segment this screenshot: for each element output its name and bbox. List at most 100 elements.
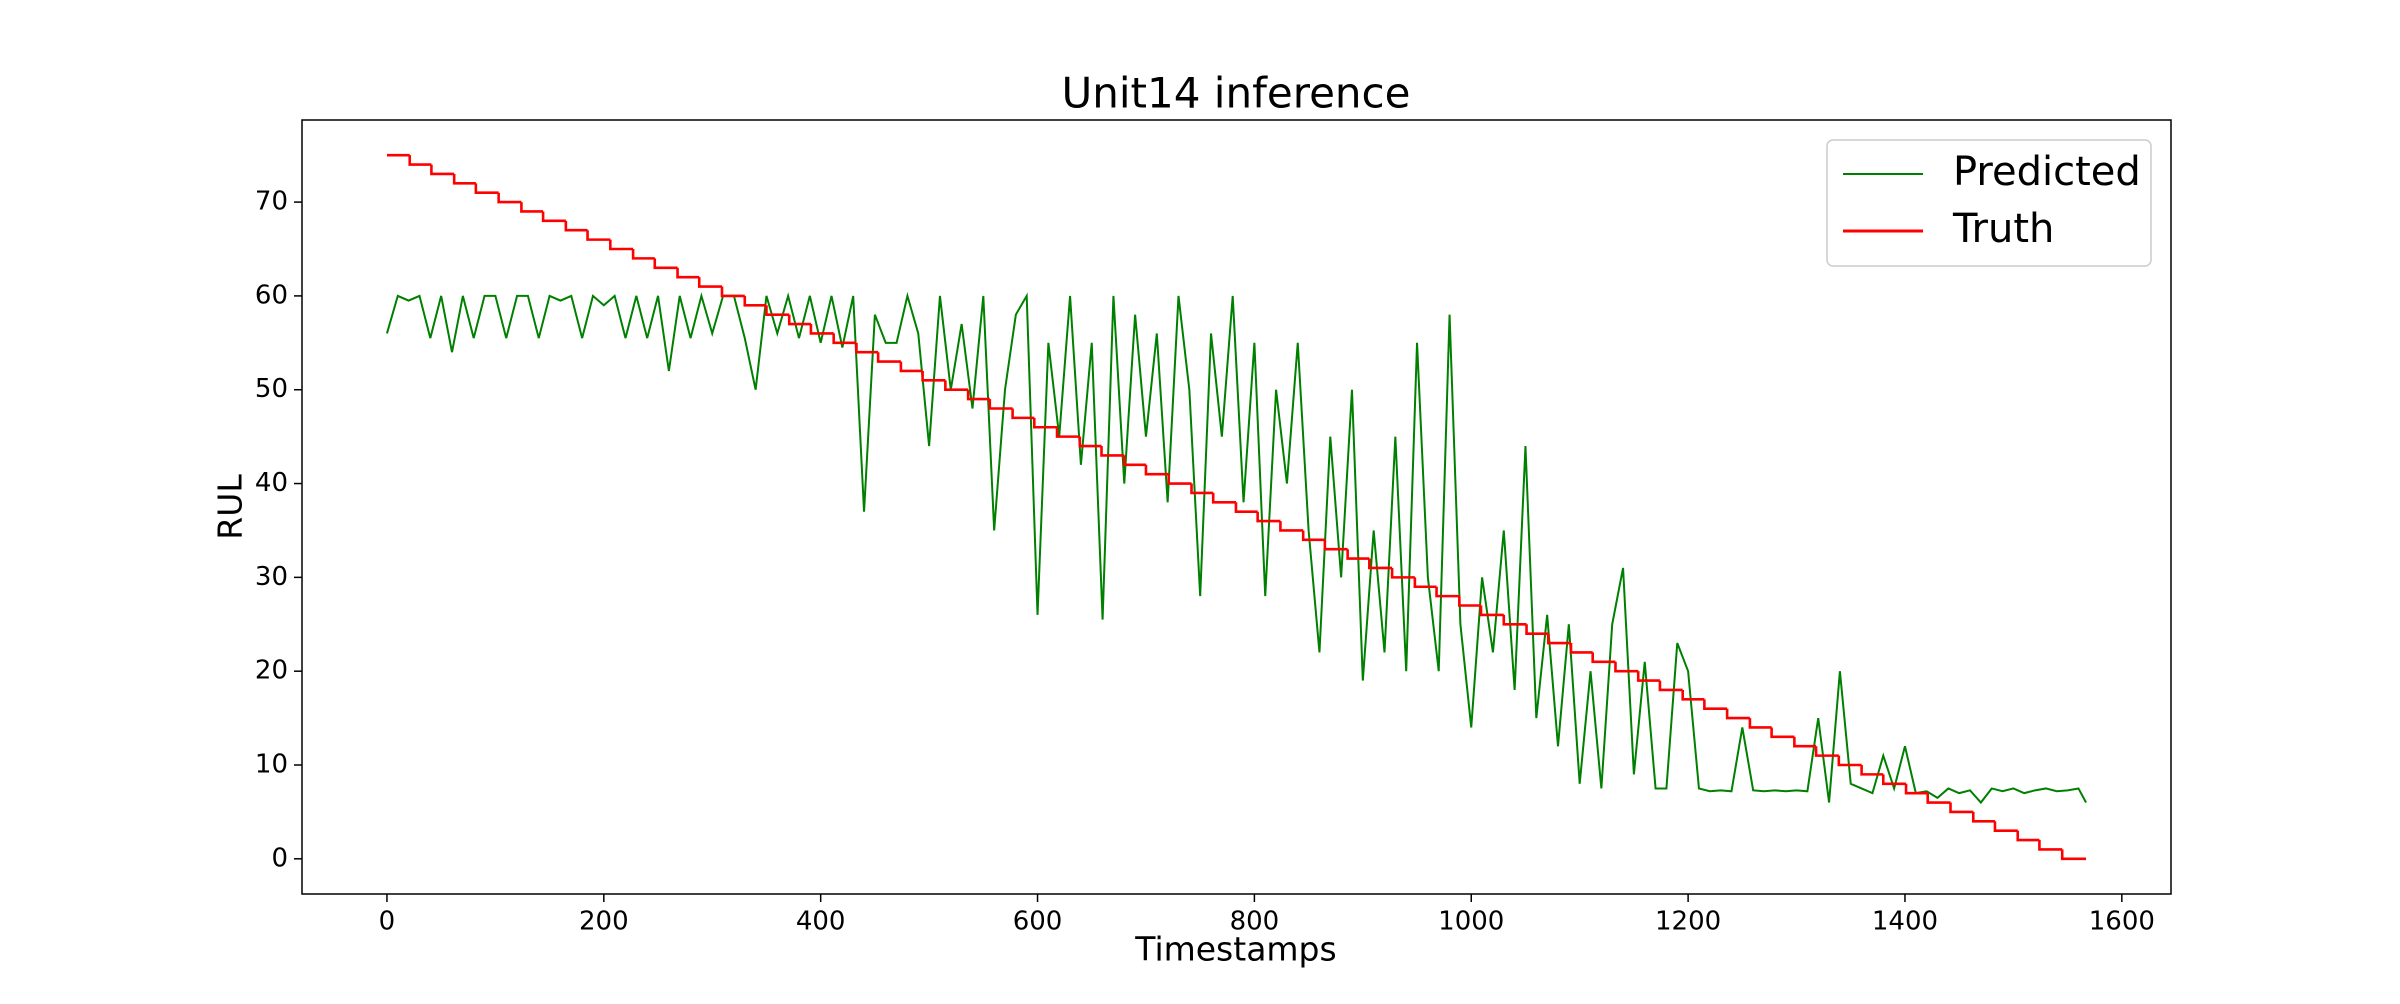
truth-step <box>1770 727 1795 739</box>
truth-step <box>1748 718 1772 729</box>
truth-step <box>1837 755 1862 767</box>
x-tick-label: 400 <box>796 907 846 937</box>
x-tick-label: 0 <box>379 907 396 937</box>
truth-step <box>564 220 588 232</box>
truth-step <box>430 164 455 176</box>
y-tick-label: 20 <box>255 656 288 686</box>
truth-step <box>1636 671 1660 682</box>
truth-step <box>1122 455 1146 467</box>
truth-step <box>609 239 634 251</box>
truth-step <box>1413 577 1437 589</box>
truth-step <box>1346 549 1370 560</box>
truth-step <box>1190 483 1214 495</box>
truth-step <box>2038 840 2063 851</box>
truth-step <box>2016 830 2040 842</box>
truth-step <box>1681 689 1705 701</box>
truth-step <box>1793 736 1817 748</box>
truth-step <box>1703 699 1728 711</box>
plot-area <box>385 153 2087 861</box>
truth-step <box>1301 530 1325 542</box>
truth-step <box>541 211 566 223</box>
truth-step <box>1078 436 1102 448</box>
truth-step <box>787 314 811 326</box>
truth-step <box>497 192 522 204</box>
x-axis-label: Timestamps <box>1134 930 1336 969</box>
truth-step <box>676 267 700 279</box>
truth-step <box>1525 624 1549 635</box>
truth-step <box>1055 427 1080 438</box>
truth-step <box>1614 661 1639 673</box>
truth-step <box>966 389 990 401</box>
y-tick-label: 60 <box>255 280 288 310</box>
truth-step <box>1725 708 1750 720</box>
truth-step <box>1323 539 1348 551</box>
truth-step <box>1167 474 1192 485</box>
truth-step <box>1211 492 1236 504</box>
truth-step <box>474 183 499 195</box>
truth-step <box>1502 614 1527 626</box>
truth-step <box>1949 802 1974 814</box>
truth-step <box>988 399 1013 410</box>
truth-step <box>1256 511 1281 523</box>
truth-step <box>1458 596 1482 607</box>
truth-step <box>720 286 745 298</box>
truth-step <box>1144 464 1169 476</box>
y-tick-label: 10 <box>255 750 288 780</box>
truth-step <box>1390 567 1415 579</box>
x-tick-label: 1200 <box>1655 907 1721 937</box>
truth-step <box>1971 811 1995 823</box>
truth-step <box>1591 652 1616 664</box>
truth-step <box>1279 521 1304 532</box>
truth-step <box>944 380 969 392</box>
truth-step <box>1032 417 1058 429</box>
truth-step <box>653 258 678 270</box>
truth-step <box>1100 446 1125 457</box>
x-tick-label: 1000 <box>1438 907 1504 937</box>
truth-step <box>876 352 901 363</box>
truth-step <box>1926 793 1951 804</box>
truth-step <box>899 361 923 373</box>
chart-title: Unit14 inference <box>1062 69 1411 118</box>
x-tick-label: 1600 <box>2089 907 2155 937</box>
y-tick-label: 70 <box>255 187 288 217</box>
truth-step <box>520 202 544 213</box>
y-axis-label: RUL <box>211 474 250 540</box>
truth-step <box>743 295 767 307</box>
truth-step <box>1904 783 1928 795</box>
truth-step <box>2060 849 2087 861</box>
truth-step <box>631 249 655 260</box>
truth-step <box>1234 502 1258 513</box>
truth-step <box>855 342 879 354</box>
truth-step <box>809 324 834 335</box>
y-tick-label: 50 <box>255 374 288 404</box>
x-tick-label: 200 <box>579 907 629 937</box>
truth-step <box>1546 633 1572 645</box>
truth-step <box>1435 586 1460 598</box>
truth-step <box>1881 774 1907 786</box>
truth-step <box>408 155 432 166</box>
predicted-line <box>385 291 2087 805</box>
truth-step <box>1479 605 1504 617</box>
y-tick-label: 0 <box>271 843 288 873</box>
truth-step <box>1658 680 1683 692</box>
truth-step <box>1368 558 1393 570</box>
legend-label: Truth <box>1952 206 2054 252</box>
truth-step <box>1569 643 1593 654</box>
legend-label: Predicted <box>1953 149 2141 195</box>
truth-step <box>697 277 723 288</box>
x-tick-label: 800 <box>1230 907 1280 937</box>
plot-frame <box>301 119 2172 895</box>
y-tick-label: 40 <box>255 468 288 498</box>
truth-step <box>1860 765 1884 776</box>
truth-step <box>586 230 611 241</box>
truth-step <box>1011 408 1035 420</box>
truth-step <box>921 370 946 382</box>
y-tick-label: 30 <box>255 562 288 592</box>
legend-box <box>1826 139 2152 267</box>
truth-step <box>765 305 790 316</box>
truth-step <box>1814 746 1839 757</box>
x-tick-label: 1400 <box>1872 907 1938 937</box>
truth-step <box>1993 821 2018 832</box>
